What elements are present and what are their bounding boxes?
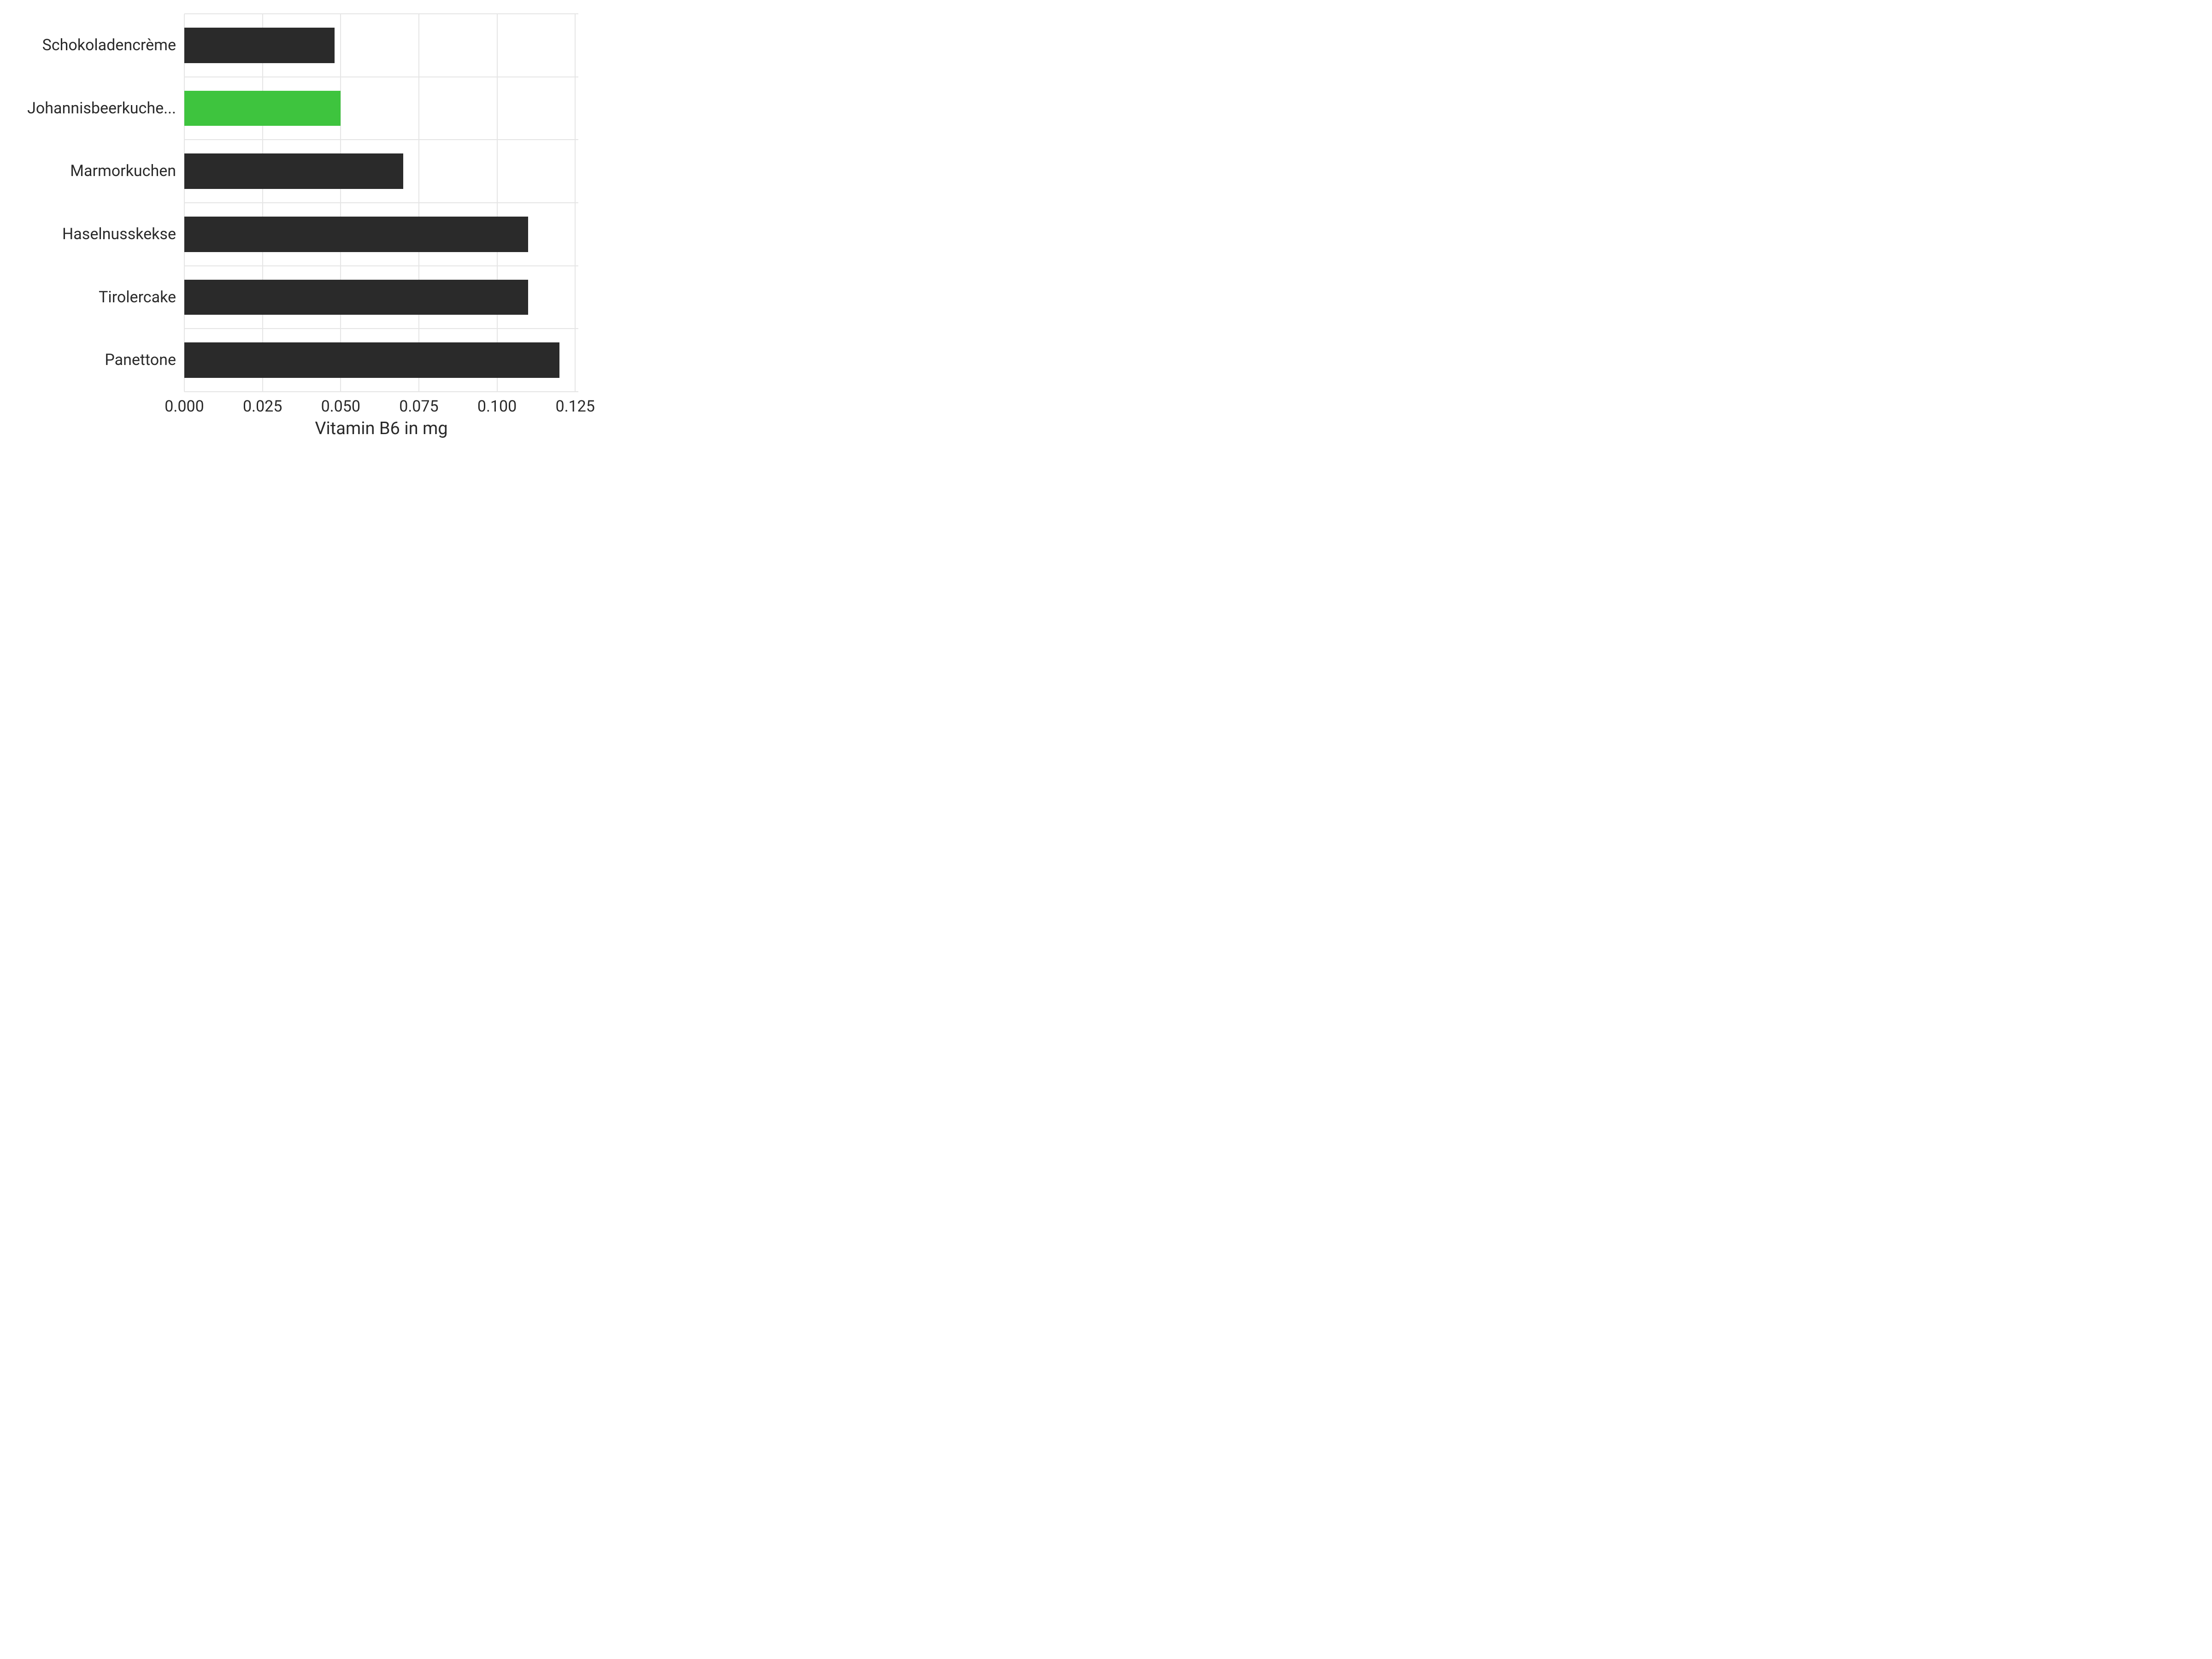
bar — [184, 342, 559, 378]
x-tick-label: 0.075 — [399, 397, 438, 416]
y-tick-label: Schokoladencrème — [42, 36, 176, 54]
bar — [184, 280, 528, 315]
grid-line-horizontal — [184, 202, 578, 203]
bar — [184, 153, 403, 189]
x-tick-label: 0.050 — [321, 397, 360, 416]
bar — [184, 217, 528, 252]
grid-line-horizontal — [184, 391, 578, 392]
y-tick-label: Marmorkuchen — [70, 162, 176, 180]
grid-line-horizontal — [184, 328, 578, 329]
x-tick-label: 0.000 — [165, 397, 204, 416]
grid-line-horizontal — [184, 76, 578, 77]
vitamin-b6-bar-chart: 0.0000.0250.0500.0750.1000.125Schokolade… — [0, 0, 585, 442]
x-tick-label: 0.025 — [243, 397, 282, 416]
grid-line-horizontal — [184, 13, 578, 14]
x-tick-label: 0.100 — [477, 397, 517, 416]
y-tick-label: Tirolercake — [99, 288, 176, 306]
y-tick-label: Johannisbeerkuche... — [27, 99, 176, 118]
plot-area — [184, 14, 578, 392]
x-axis-title: Vitamin B6 in mg — [315, 418, 447, 439]
y-tick-label: Panettone — [105, 351, 176, 369]
bar — [184, 28, 335, 63]
bar — [184, 91, 341, 126]
grid-line-horizontal — [184, 265, 578, 266]
y-tick-label: Haselnusskekse — [62, 225, 176, 243]
x-tick-label: 0.125 — [556, 397, 595, 416]
grid-line-horizontal — [184, 139, 578, 140]
